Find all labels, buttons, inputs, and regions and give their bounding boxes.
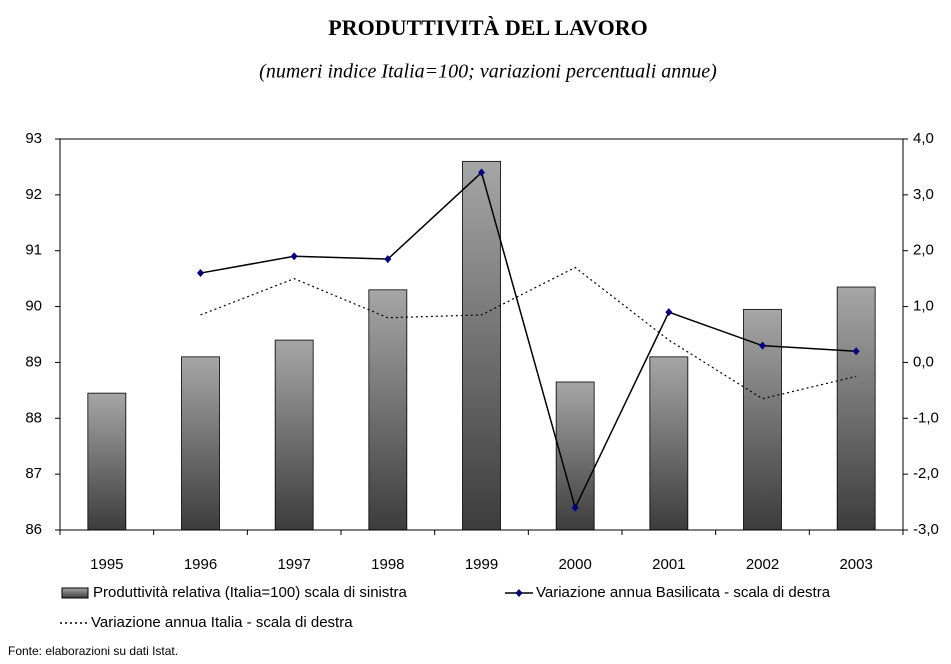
y-tick-label: 93 bbox=[25, 130, 42, 147]
x-tick-label: 1997 bbox=[277, 556, 310, 573]
y2-tick-label: 2,0 bbox=[913, 242, 934, 259]
marker bbox=[759, 341, 766, 350]
x-tick-label: 1999 bbox=[465, 556, 498, 573]
x-tick-label: 1995 bbox=[90, 556, 123, 573]
y-tick-label: 87 bbox=[25, 465, 42, 482]
bar bbox=[836, 286, 876, 531]
y2-tick-label: 1,0 bbox=[913, 298, 934, 315]
y2-tick-label: -1,0 bbox=[913, 409, 939, 426]
bar bbox=[462, 160, 501, 531]
bar bbox=[649, 356, 689, 531]
y2-tick-label: -2,0 bbox=[913, 465, 939, 482]
bar bbox=[87, 392, 127, 531]
y-tick-label: 89 bbox=[25, 353, 42, 370]
marker bbox=[665, 308, 673, 317]
legend-label: Variazione annua Italia - scala di destr… bbox=[91, 614, 353, 631]
y2-tick-label: 4,0 bbox=[913, 130, 934, 147]
x-tick-label: 2000 bbox=[558, 556, 591, 573]
bar bbox=[368, 289, 408, 531]
x-tick-label: 2002 bbox=[746, 556, 779, 573]
marker bbox=[290, 252, 298, 261]
plot-frame bbox=[59, 138, 904, 531]
y-tick-label: 86 bbox=[25, 521, 42, 538]
y-tick-label: 88 bbox=[25, 409, 42, 426]
line bbox=[200, 171, 857, 510]
x-tick-label: 1998 bbox=[371, 556, 404, 573]
legend-label: Produttività relativa (Italia=100) scala… bbox=[93, 584, 408, 601]
line bbox=[200, 266, 857, 400]
legend-swatch bbox=[61, 587, 89, 599]
marker bbox=[478, 168, 485, 177]
marker bbox=[852, 347, 860, 356]
chart-subtitle: (numeri indice Italia=100; variazioni pe… bbox=[259, 61, 717, 83]
bar bbox=[181, 356, 220, 531]
x-tick-label: 2003 bbox=[839, 556, 872, 573]
legend-label: Variazione annua Basilicata - scala di d… bbox=[536, 584, 831, 601]
y-tick-label: 91 bbox=[25, 242, 42, 259]
legend-marker bbox=[515, 589, 523, 597]
marker bbox=[197, 269, 204, 278]
y2-tick-label: 0,0 bbox=[913, 353, 934, 370]
marker bbox=[384, 255, 392, 264]
marker bbox=[571, 503, 579, 512]
chart-title: PRODUTTIVITÀ DEL LAVORO bbox=[328, 15, 647, 40]
x-tick-label: 2001 bbox=[652, 556, 685, 573]
y-tick-label: 92 bbox=[25, 186, 42, 203]
source-note: Fonte: elaborazioni su dati Istat. bbox=[8, 644, 178, 658]
bar bbox=[274, 339, 314, 531]
y-tick-label: 90 bbox=[25, 298, 42, 315]
y2-tick-label: -3,0 bbox=[913, 521, 939, 538]
x-tick-label: 1996 bbox=[184, 556, 217, 573]
y2-tick-label: 3,0 bbox=[913, 186, 934, 203]
